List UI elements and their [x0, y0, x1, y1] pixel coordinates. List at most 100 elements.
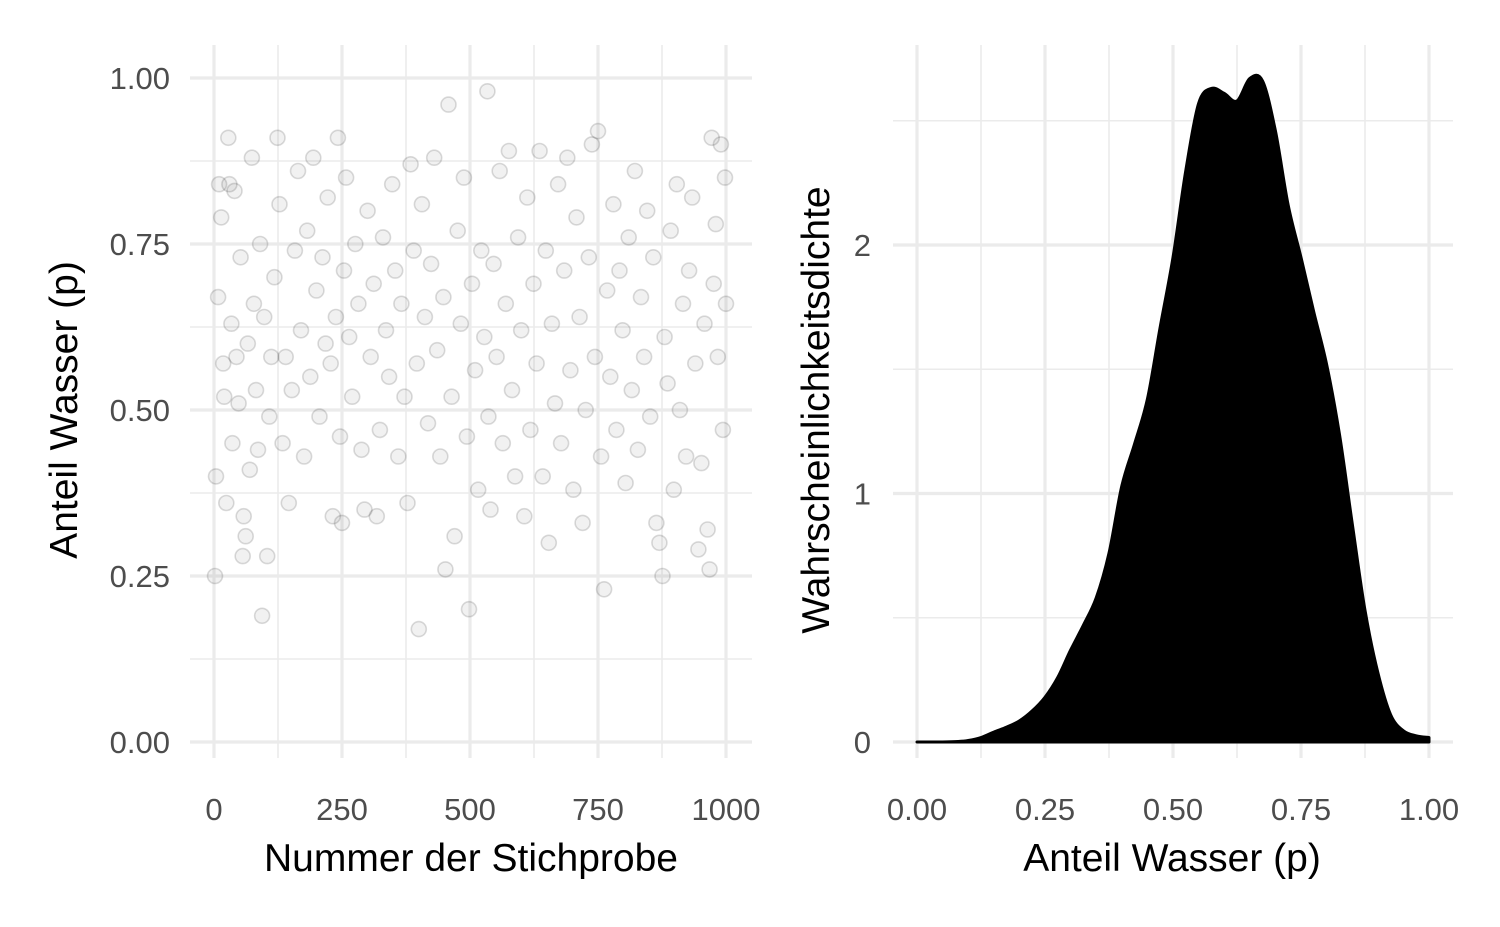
data-point: [327, 308, 345, 326]
data-point: [589, 122, 607, 140]
data-point: [207, 468, 225, 485]
y-tick-label: 0.25: [110, 559, 170, 594]
data-point: [696, 315, 713, 333]
data-point: [632, 288, 650, 306]
data-point: [555, 262, 573, 279]
data-point: [386, 262, 404, 279]
data-point: [212, 209, 230, 226]
data-point: [659, 375, 676, 392]
data-point: [671, 401, 689, 419]
right-density-panel: 0.00 0.25 0.50 0.75 1.00 0 1 2 Anteil Wasser (…: [795, 45, 1459, 880]
data-point: [353, 441, 370, 459]
data-point: [472, 242, 490, 259]
data-point: [402, 156, 419, 173]
data-point: [350, 295, 367, 313]
data-point: [677, 448, 695, 465]
data-point: [277, 348, 295, 366]
data-point: [549, 175, 567, 193]
data-point: [705, 275, 723, 293]
data-point: [271, 195, 288, 213]
data-point: [428, 341, 446, 359]
data-point: [651, 534, 668, 552]
data-point: [537, 242, 555, 259]
right-y-tick-labels: 0 1 2: [854, 228, 871, 760]
data-point: [623, 381, 641, 399]
data-point: [253, 607, 271, 625]
data-point: [234, 547, 251, 565]
data-point: [463, 275, 481, 293]
y-tick-label: 0.50: [110, 393, 170, 428]
data-point: [654, 567, 671, 585]
data-point: [440, 96, 457, 113]
x-tick-label: 0.75: [1271, 792, 1331, 827]
data-point: [693, 454, 710, 472]
data-point: [274, 434, 291, 452]
data-point: [210, 175, 228, 193]
data-point: [308, 282, 325, 299]
data-point: [289, 162, 307, 180]
data-point: [324, 507, 342, 525]
data-point: [218, 494, 235, 512]
data-point: [224, 434, 241, 452]
right-x-axis-title: Anteil Wasser (p): [1023, 837, 1321, 880]
left-grid: [190, 45, 752, 758]
left-y-tick-labels: 0.00 0.25 0.50 0.75 1.00: [110, 61, 170, 760]
data-point: [286, 242, 304, 259]
data-point: [239, 335, 257, 352]
data-point: [221, 175, 238, 193]
data-point: [235, 507, 252, 525]
data-point: [214, 355, 232, 372]
data-point: [583, 136, 601, 153]
data-point: [237, 527, 254, 545]
data-point: [683, 189, 701, 206]
data-point: [458, 428, 476, 445]
data-point: [292, 321, 310, 339]
data-point: [399, 494, 416, 512]
data-point: [540, 534, 558, 552]
data-point: [416, 308, 434, 326]
data-point: [598, 282, 616, 299]
data-point: [565, 481, 582, 499]
data-point: [215, 388, 233, 406]
data-point: [595, 580, 613, 598]
data-point: [528, 355, 545, 372]
data-point: [512, 321, 530, 339]
data-point: [298, 222, 316, 239]
right-y-axis-title: Wahrscheinlichkeitsdichte: [795, 186, 838, 633]
data-point: [552, 434, 570, 452]
data-point: [262, 348, 280, 366]
data-point: [638, 202, 656, 220]
data-point: [460, 600, 478, 618]
data-point: [534, 468, 552, 485]
data-point: [641, 408, 659, 425]
data-point: [592, 448, 610, 465]
data-point: [558, 149, 576, 166]
data-point: [266, 268, 283, 286]
data-point: [466, 361, 484, 379]
data-point: [228, 348, 245, 366]
data-point: [644, 248, 662, 266]
data-point: [620, 229, 638, 246]
data-point: [405, 242, 423, 259]
data-point: [701, 561, 718, 578]
data-point: [389, 448, 407, 465]
data-point: [617, 474, 634, 492]
data-point: [422, 255, 440, 273]
data-point: [485, 255, 502, 273]
data-point: [690, 541, 707, 558]
data-point: [362, 348, 380, 366]
data-point: [665, 481, 683, 499]
data-point: [356, 501, 373, 518]
data-point: [343, 388, 361, 406]
data-point: [410, 620, 428, 638]
data-point: [482, 501, 499, 518]
data-point: [220, 129, 237, 147]
data-point: [674, 295, 692, 313]
data-point: [435, 288, 452, 306]
data-point: [314, 248, 331, 266]
data-point: [611, 262, 628, 279]
data-point: [431, 448, 449, 465]
data-point: [377, 321, 395, 339]
data-point: [245, 295, 263, 313]
data-point: [712, 136, 730, 153]
